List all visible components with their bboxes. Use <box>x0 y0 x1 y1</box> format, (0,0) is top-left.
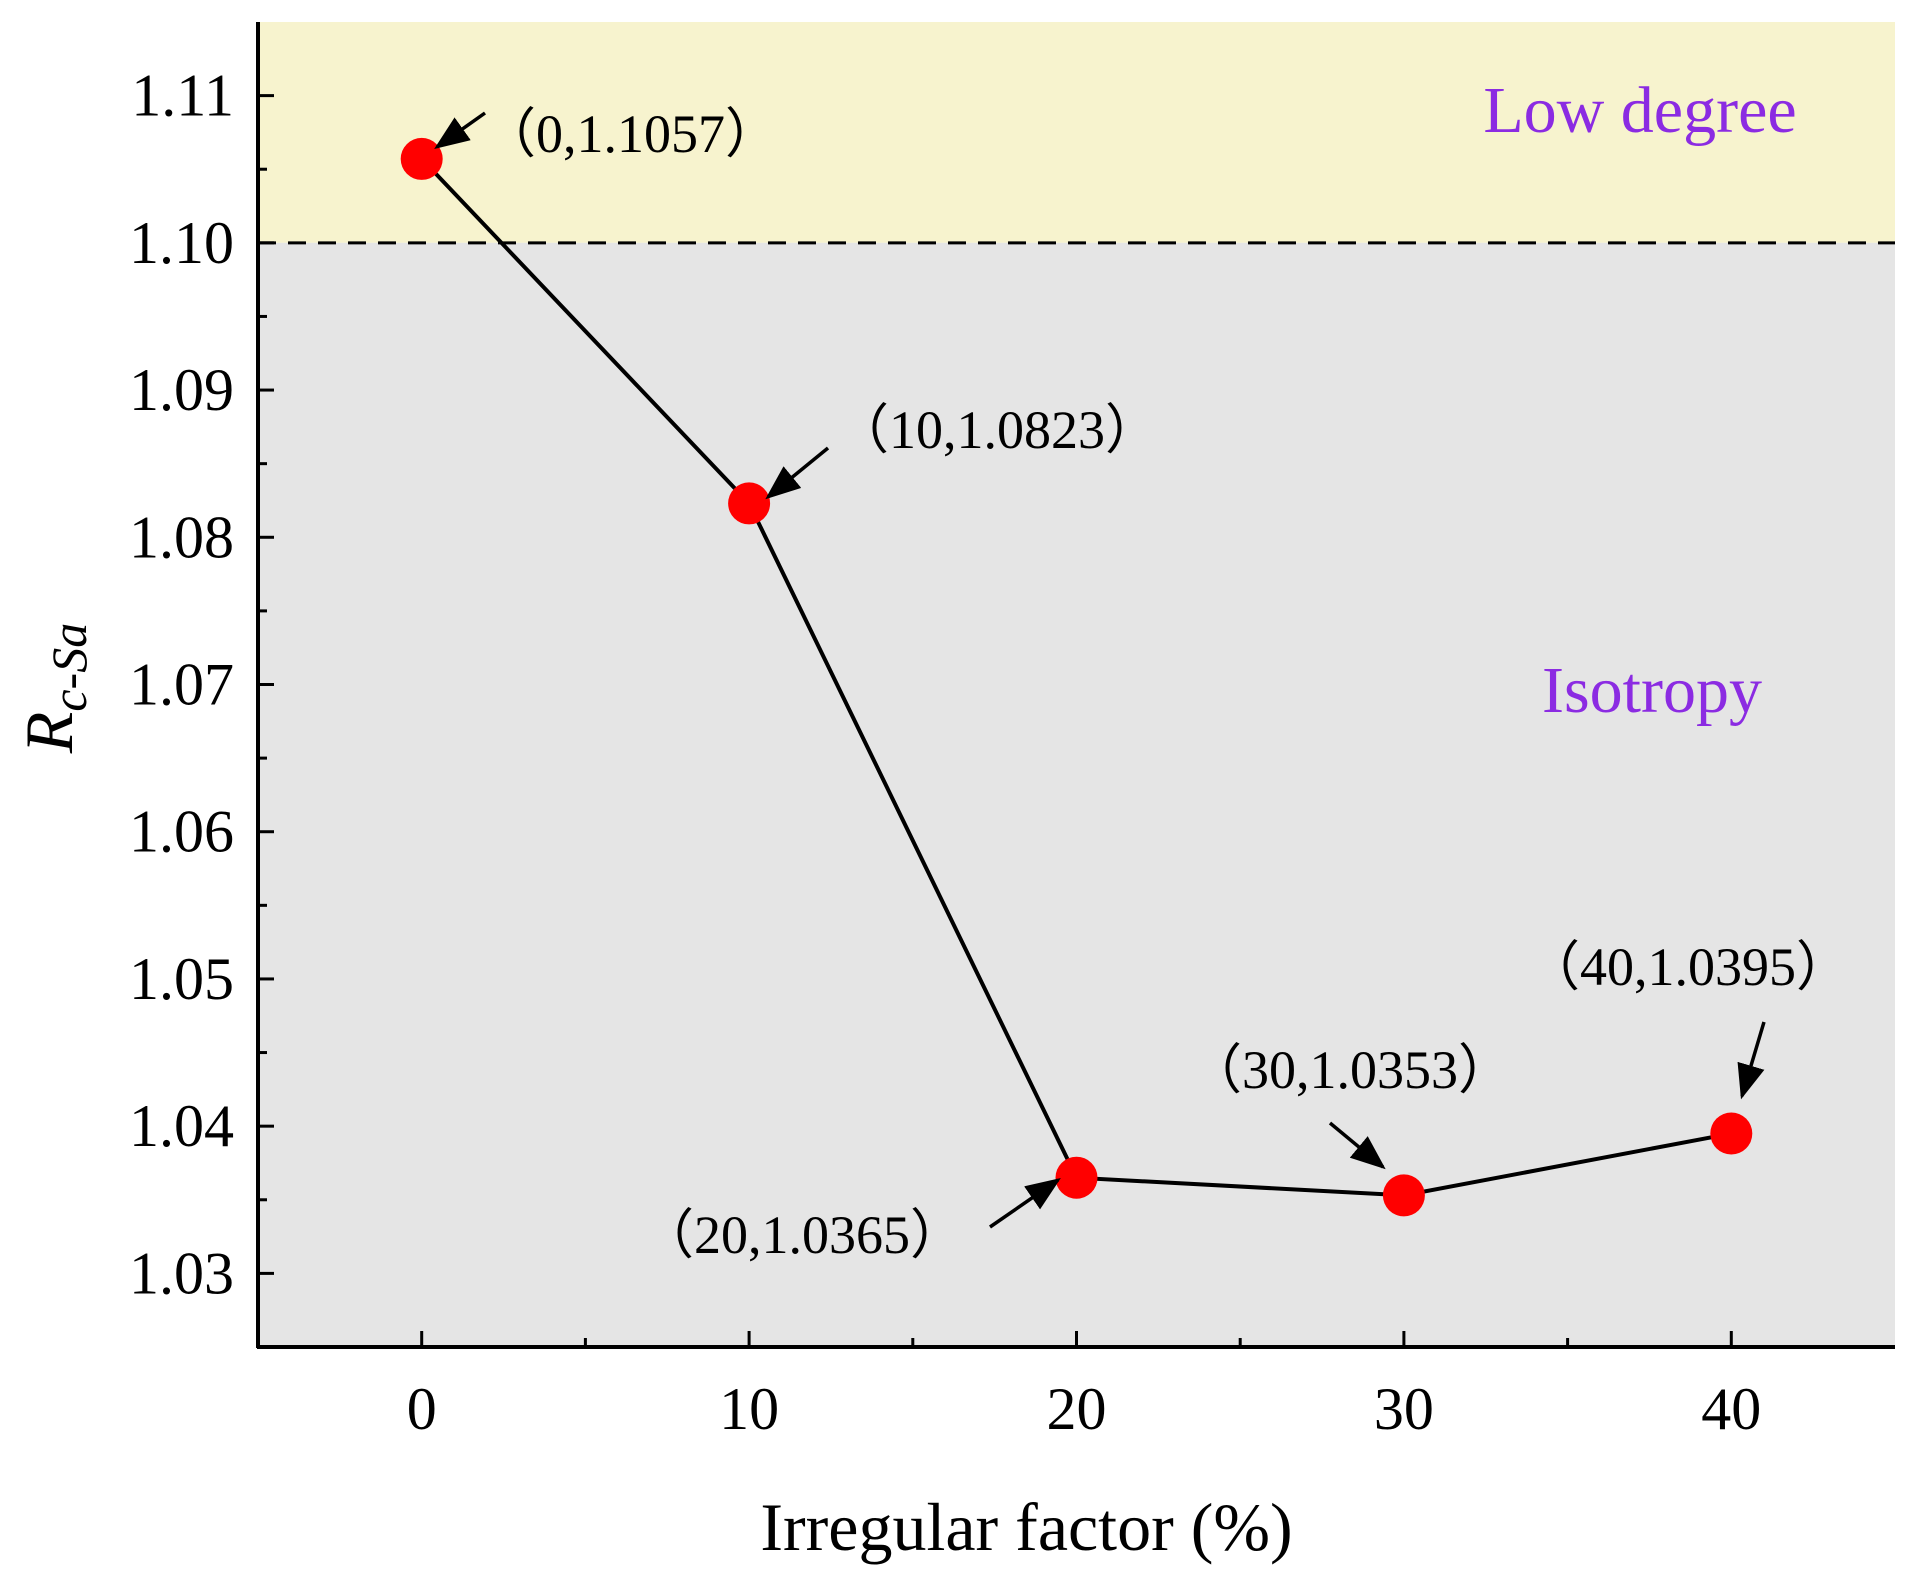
axes: 1.03 1.04 1.05 1.06 1.07 1.08 1.09 1.10 1.11 0 10 2… <box>129 22 1895 1442</box>
y-tick-label: 1.09 <box>129 357 234 423</box>
y-tick-label: 1.10 <box>129 210 234 276</box>
y-tick-label: 1.11 <box>131 63 234 129</box>
region-label-low-degree: Low degree <box>1483 74 1796 147</box>
annotation-label: （10,1.0823） <box>835 400 1159 460</box>
annotation-arrow <box>765 446 830 500</box>
y-axis-title-subscript: c-Sa <box>41 623 97 712</box>
y-tick-label: 1.05 <box>129 946 234 1012</box>
annotation-arrow <box>989 1178 1061 1229</box>
y-tick-label: 1.06 <box>129 799 234 865</box>
y-axis-title: Rc-Sa <box>11 623 97 754</box>
data-point <box>728 482 771 525</box>
data-point <box>400 137 443 180</box>
x-tick-label: 40 <box>1701 1376 1761 1442</box>
y-tick-label: 1.03 <box>129 1240 234 1306</box>
x-tick-label: 30 <box>1374 1376 1434 1442</box>
annotation-label: （20,1.0365） <box>640 1205 964 1265</box>
annotations: （0,1.1057） （10,1.0823） （20,1.0365） （30,1.03… <box>434 104 1850 1265</box>
y-tick-label: 1.04 <box>129 1093 234 1159</box>
annotation-arrow <box>1328 1121 1386 1170</box>
annotation-label: （0,1.1057） <box>482 104 779 164</box>
region-label-isotropy: Isotropy <box>1542 654 1762 727</box>
annotation-label: （40,1.0395） <box>1526 937 1850 997</box>
x-tick-label: 10 <box>719 1376 779 1442</box>
y-axis-title-main: R <box>11 712 87 755</box>
y-tick-label: 1.07 <box>129 652 234 718</box>
annotation-arrow <box>1737 1021 1766 1100</box>
series <box>400 137 1753 1217</box>
y-tick-label: 1.08 <box>129 504 234 570</box>
x-axis-title: Irregular factor (%) <box>760 1489 1292 1565</box>
x-tick-label: 20 <box>1047 1376 1107 1442</box>
data-point <box>1055 1156 1098 1199</box>
annotation-label: （30,1.0353） <box>1188 1040 1512 1100</box>
region-low-degree <box>258 22 1895 243</box>
annotation-arrow <box>434 111 487 150</box>
data-point <box>1710 1112 1753 1155</box>
data-point <box>1382 1174 1425 1217</box>
x-tick-label: 0 <box>407 1376 437 1442</box>
